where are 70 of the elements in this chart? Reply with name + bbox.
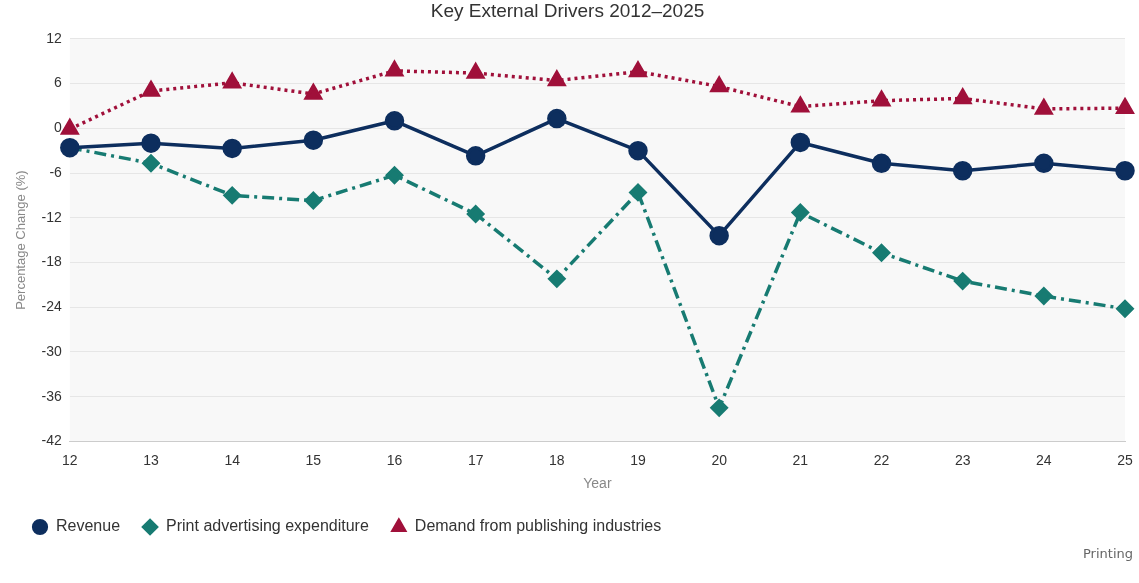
y-tick-label: 0	[54, 119, 63, 136]
point	[142, 81, 160, 97]
x-tick-label: 21	[792, 451, 809, 468]
y-tick-label: -36	[41, 387, 63, 404]
y-tick-label: -12	[41, 208, 63, 225]
point	[1034, 153, 1054, 174]
y-tick-label: -18	[41, 253, 63, 270]
point	[1116, 98, 1134, 114]
legend-label: Demand from publishing industries	[414, 517, 662, 535]
y-tick-label: 6	[54, 74, 63, 91]
y-tick-label: -42	[41, 432, 63, 449]
point	[953, 272, 972, 290]
point	[222, 138, 242, 159]
x-tick-label: 16	[386, 451, 403, 468]
legend-label: Print advertising expenditure	[166, 517, 369, 535]
point	[385, 61, 404, 77]
point	[710, 399, 728, 417]
point	[629, 61, 647, 78]
point	[304, 84, 323, 100]
chart-title: Key External Drivers 2012–2025	[430, 0, 705, 21]
point	[1115, 161, 1135, 181]
point	[141, 133, 161, 153]
point	[629, 183, 647, 202]
y-tick-label: 12	[46, 29, 63, 46]
x-tick-label: 13	[143, 451, 159, 468]
point	[952, 161, 973, 181]
y-axis-title: Percentage Change (%)	[13, 170, 29, 310]
y-tick-label: -24	[41, 298, 63, 315]
x-tick-label: 25	[1117, 451, 1133, 468]
x-tick-label: 15	[305, 451, 322, 468]
point	[304, 191, 323, 210]
point	[384, 111, 405, 131]
point	[872, 244, 891, 262]
x-tick-label: 20	[711, 451, 728, 468]
point	[710, 76, 728, 93]
point	[709, 225, 729, 246]
point	[1035, 99, 1053, 115]
point	[223, 73, 241, 89]
text: Printing	[1082, 546, 1133, 561]
point	[465, 146, 486, 166]
x-tick-label: 18	[549, 451, 565, 468]
point	[548, 70, 566, 87]
x-axis-title: Year	[583, 475, 612, 492]
point	[548, 270, 566, 288]
x-tick-label: 22	[873, 451, 890, 468]
y-tick-label: -6	[49, 163, 63, 180]
point	[791, 96, 810, 113]
point	[790, 132, 811, 153]
x-tick-label: 24	[1036, 451, 1052, 468]
x-tick-label: 23	[954, 451, 971, 468]
point	[872, 90, 891, 107]
point	[466, 63, 485, 79]
x-tick-label: 17	[467, 451, 484, 468]
point	[1035, 287, 1053, 305]
point	[385, 166, 404, 184]
point	[871, 153, 892, 174]
point	[223, 186, 241, 205]
point	[953, 88, 972, 105]
point	[1116, 299, 1134, 318]
x-tick-label: 14	[224, 451, 241, 468]
point	[628, 140, 648, 161]
point	[547, 108, 567, 129]
point	[61, 119, 79, 135]
legend-label: Revenue	[56, 517, 121, 535]
point	[791, 203, 810, 222]
point	[303, 130, 324, 150]
y-tick-label: -30	[41, 342, 63, 359]
point	[142, 154, 160, 173]
point	[466, 205, 485, 223]
x-tick-label: 19	[630, 451, 646, 468]
